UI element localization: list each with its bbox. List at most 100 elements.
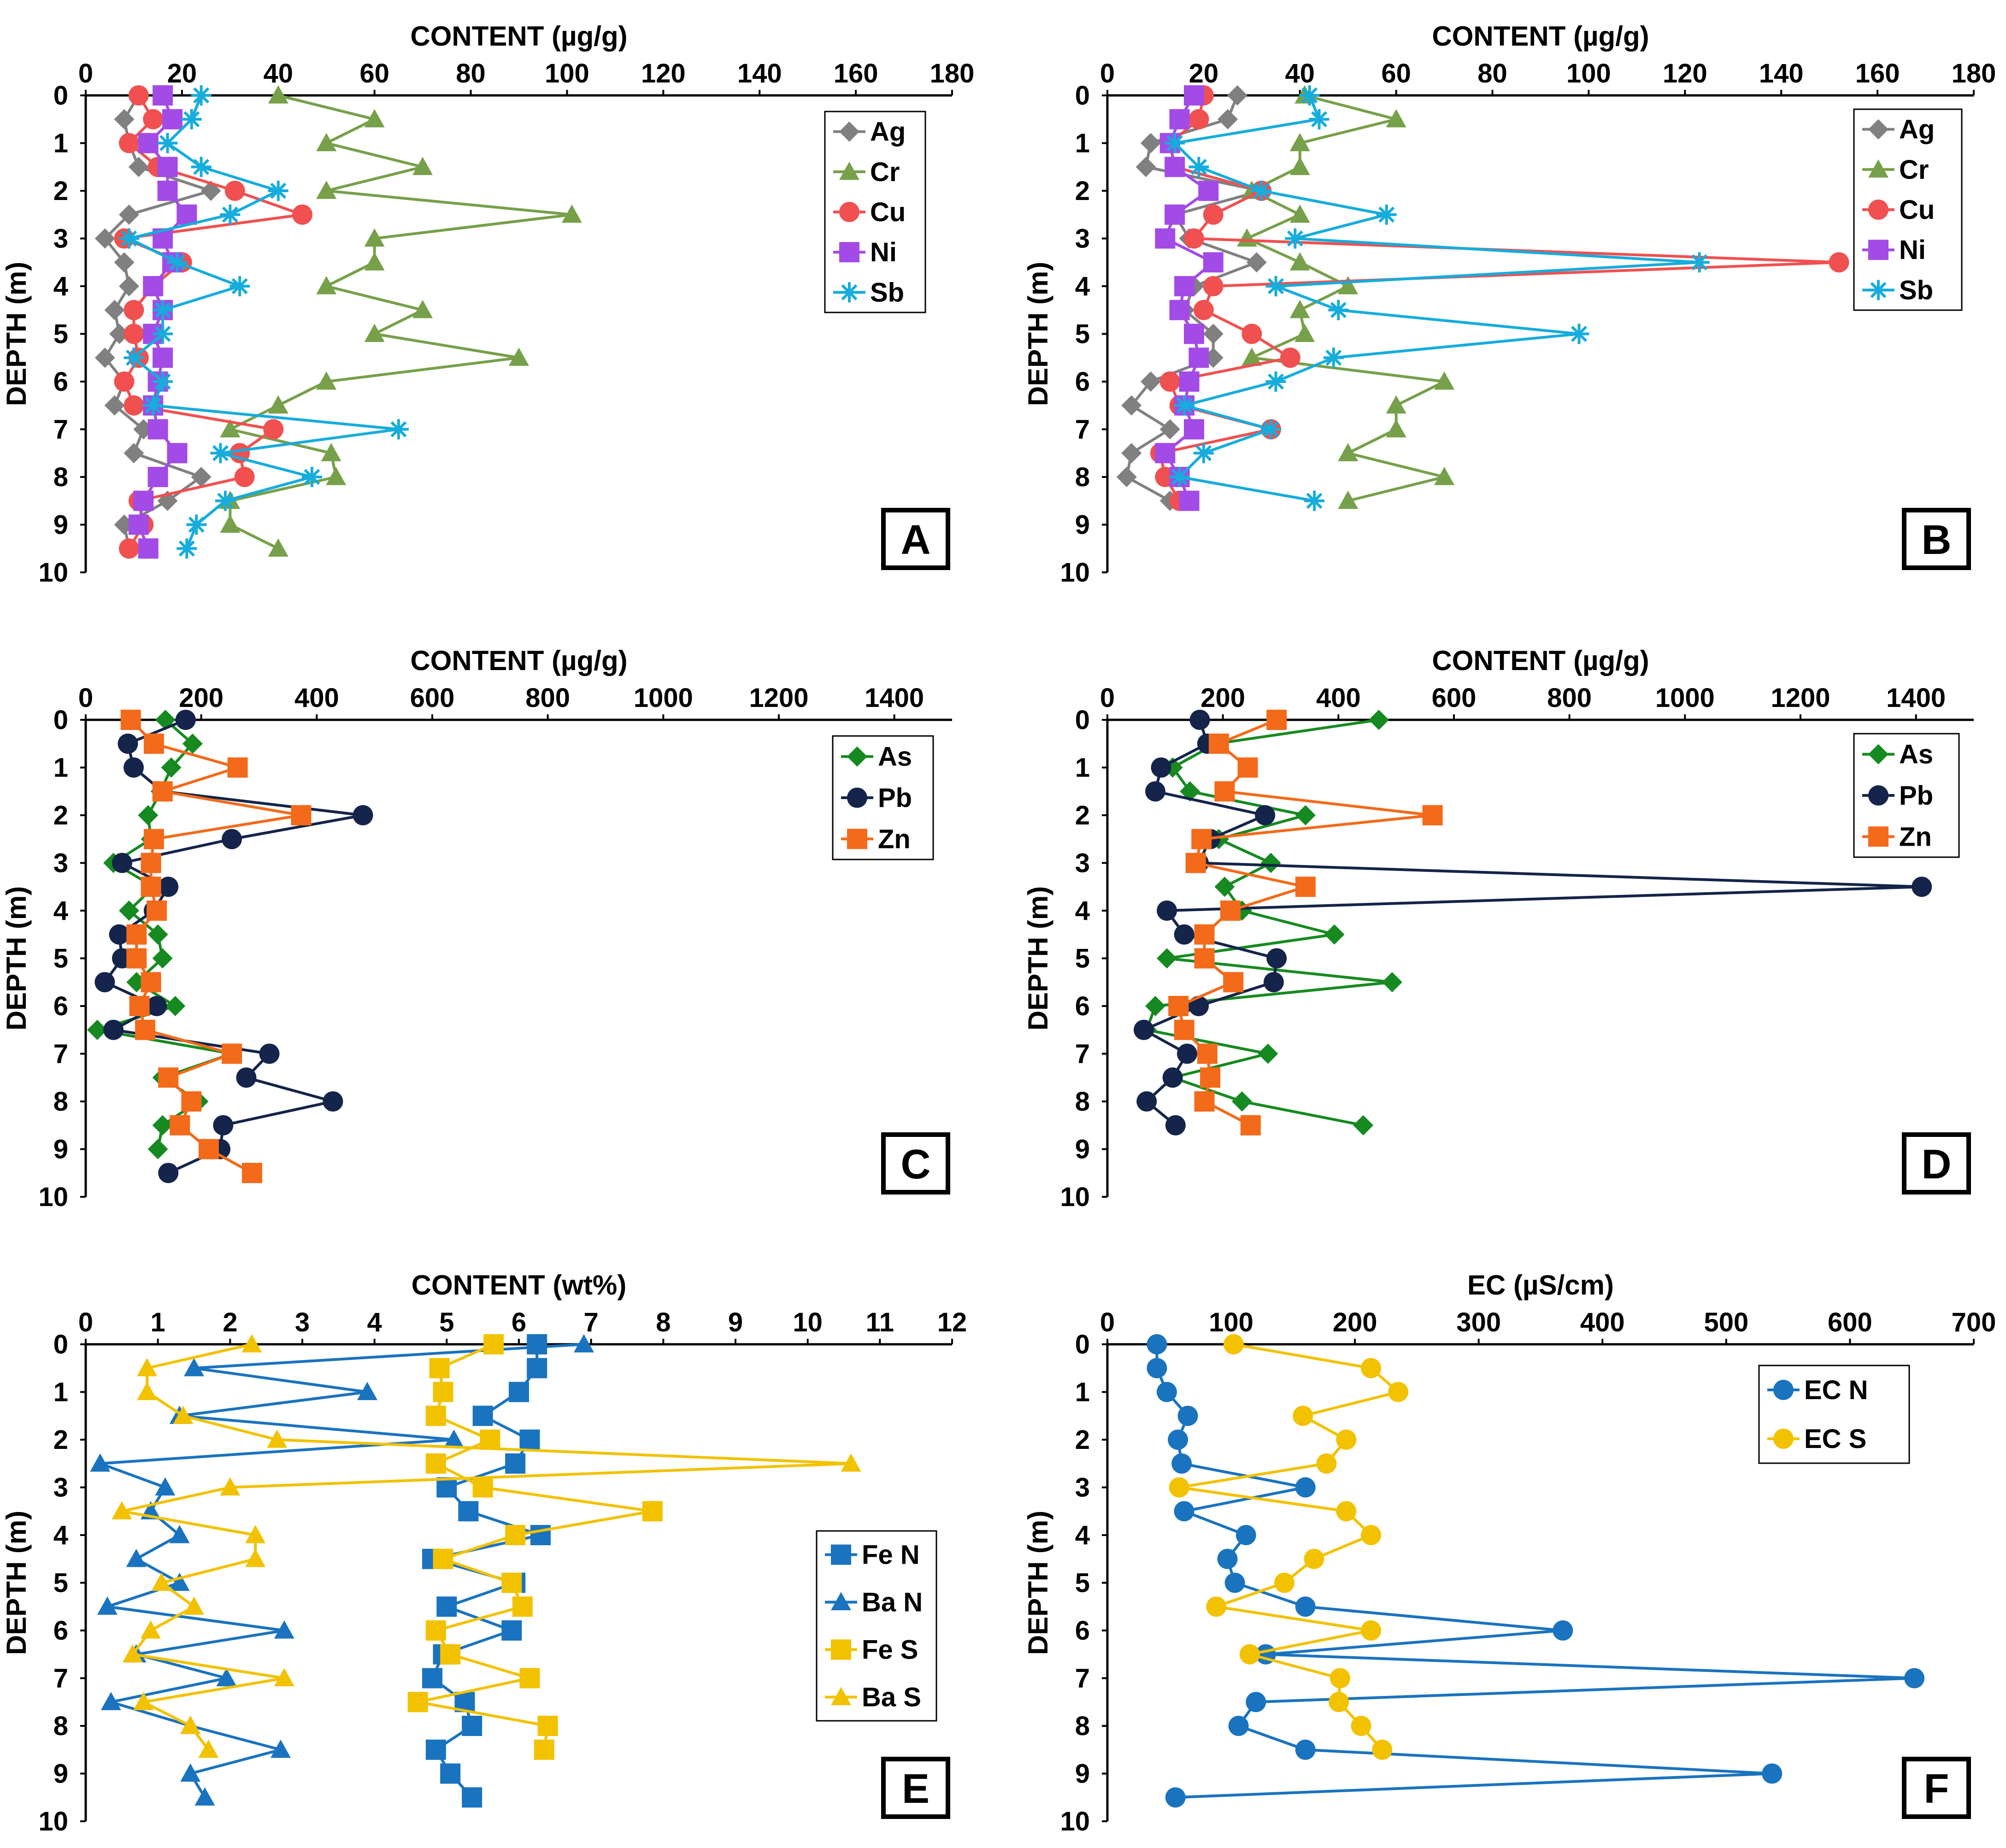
data-point-fe-s xyxy=(512,1596,533,1617)
data-point-as xyxy=(152,948,173,969)
data-point-ba-s xyxy=(137,1358,158,1377)
legend-marker xyxy=(1868,826,1888,847)
y-tick-label: 2 xyxy=(53,1425,68,1455)
legend-label: As xyxy=(878,742,912,772)
data-point-ec-n xyxy=(1295,1739,1316,1760)
series-line-sb xyxy=(128,94,400,549)
data-point-cu xyxy=(1203,204,1224,225)
data-point-ec-n xyxy=(1171,1453,1192,1474)
x-tick-label: 1000 xyxy=(634,683,693,713)
data-point-ec-s xyxy=(1336,1430,1357,1450)
x-tick-label: 8 xyxy=(656,1307,671,1337)
data-point-zn xyxy=(141,972,161,993)
x-tick-label: 600 xyxy=(410,683,455,713)
data-point-zn xyxy=(1240,1115,1261,1136)
data-point-cr xyxy=(412,157,433,175)
data-point-ag xyxy=(191,467,212,487)
legend-marker xyxy=(839,121,859,142)
x-tick-label: 140 xyxy=(1759,59,1804,88)
data-point-as xyxy=(1157,948,1177,969)
data-point-pb xyxy=(222,829,242,849)
data-point-pb xyxy=(175,710,196,730)
legend-marker xyxy=(1868,785,1888,806)
y-tick-label: 6 xyxy=(53,1616,68,1646)
legend: Ag Cr Cu Ni Sb xyxy=(1853,108,1963,311)
x-axis-title: EC (µS/cm) xyxy=(1467,1270,1614,1301)
data-point-cu xyxy=(114,371,135,392)
data-point-fe-s xyxy=(425,1453,446,1474)
panel-label-text: F xyxy=(1924,1766,1949,1812)
data-point-fe-n xyxy=(527,1334,547,1354)
series-line-sb xyxy=(1173,94,1701,502)
data-point-ni xyxy=(153,85,173,106)
data-point-as xyxy=(147,1139,168,1159)
x-tick-label: 700 xyxy=(1952,1307,1996,1337)
data-point-sb xyxy=(215,490,235,511)
y-tick-label: 4 xyxy=(53,896,68,926)
data-point-cr xyxy=(268,85,288,104)
x-tick-label: 100 xyxy=(545,59,589,88)
panel-label-text: B xyxy=(1922,517,1952,563)
x-tick-label: 300 xyxy=(1456,1307,1501,1337)
y-axis-title: DEPTH (m) xyxy=(1023,886,1053,1030)
data-point-ba-s xyxy=(274,1668,294,1687)
data-point-cr xyxy=(1241,347,1262,366)
data-point-ba-n xyxy=(357,1382,377,1401)
data-point-sb xyxy=(1376,204,1397,225)
data-point-ec-n xyxy=(1904,1668,1925,1689)
data-point-sb xyxy=(1261,419,1282,440)
legend-label: Ag xyxy=(1899,115,1935,145)
x-tick-label: 3 xyxy=(295,1307,310,1337)
data-point-ec-n xyxy=(1762,1763,1782,1784)
data-point-cr xyxy=(268,538,288,557)
x-tick-label: 120 xyxy=(641,59,686,88)
y-axis-title: DEPTH (m) xyxy=(1023,262,1053,406)
y-tick-label: 2 xyxy=(1075,1425,1090,1455)
data-point-ba-s xyxy=(841,1453,861,1472)
data-point-fe-n xyxy=(440,1763,461,1784)
data-point-zn xyxy=(152,781,173,802)
data-point-fe-s xyxy=(472,1477,493,1498)
data-point-pb xyxy=(1165,1115,1186,1136)
x-tick-label: 120 xyxy=(1663,59,1707,88)
data-point-cu xyxy=(1184,228,1204,249)
data-point-fe-s xyxy=(429,1358,450,1378)
data-point-sb xyxy=(1569,324,1589,344)
data-point-pb xyxy=(323,1091,343,1112)
legend-marker xyxy=(1868,240,1888,260)
data-point-sb xyxy=(1188,157,1209,177)
data-point-ni xyxy=(1179,490,1200,511)
data-point-ni xyxy=(1169,300,1190,320)
data-point-cr xyxy=(316,181,337,199)
data-point-pb xyxy=(1136,1091,1157,1112)
legend-label: Zn xyxy=(1899,822,1932,852)
legend-label: Ni xyxy=(870,237,897,267)
data-point-ni xyxy=(138,538,159,559)
data-point-zn xyxy=(227,757,248,778)
y-tick-label: 0 xyxy=(1075,705,1090,735)
legend-label: Sb xyxy=(1899,275,1933,305)
data-point-cr xyxy=(316,133,337,152)
data-point-pb xyxy=(112,853,132,873)
data-point-cu xyxy=(1193,300,1214,320)
y-tick-label: 5 xyxy=(1075,1568,1090,1598)
legend-marker xyxy=(1773,1380,1794,1400)
data-point-cu xyxy=(143,109,164,129)
y-tick-label: 3 xyxy=(53,848,68,878)
data-point-fe-n xyxy=(509,1382,529,1402)
data-point-cr xyxy=(1289,300,1310,318)
data-point-cr xyxy=(1386,395,1406,414)
x-tick-label: 0 xyxy=(1100,59,1115,88)
data-point-cu xyxy=(128,85,149,106)
data-point-ag xyxy=(119,204,139,225)
legend: As Pb Zn xyxy=(1853,733,1960,858)
y-tick-label: 7 xyxy=(1075,1664,1090,1694)
data-point-zn xyxy=(1237,757,1258,778)
data-point-pb xyxy=(236,1067,257,1088)
data-point-ec-n xyxy=(1235,1525,1256,1545)
x-tick-label: 9 xyxy=(728,1307,743,1337)
legend-label: Ba S xyxy=(862,1683,921,1713)
series-line-ba-n xyxy=(99,1343,584,1798)
legend-label: EC S xyxy=(1804,1424,1866,1454)
data-point-cu xyxy=(1159,371,1180,392)
